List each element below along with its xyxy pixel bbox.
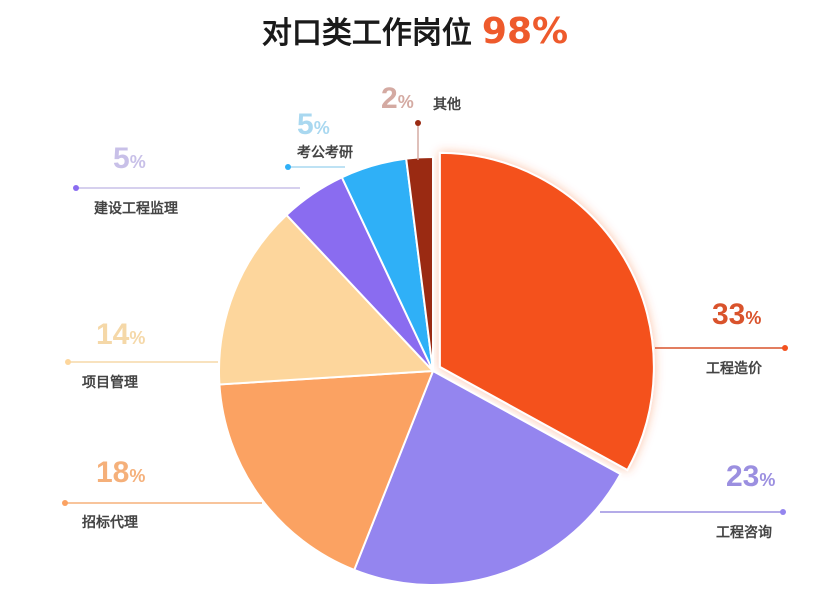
category-label: 考公考研	[297, 145, 353, 161]
title-text: 对口类工作岗位	[261, 16, 472, 51]
chart-title: 对口类工作岗位 98%	[0, 8, 830, 52]
category-label: 建设工程监理	[94, 201, 178, 217]
data-label: 5%	[113, 142, 146, 175]
leader-dot	[73, 185, 79, 191]
leader-dot	[62, 500, 68, 506]
category-label: 其他	[433, 97, 461, 113]
pie-slice	[218, 213, 436, 386]
leader-dot	[782, 345, 788, 351]
data-label: 5%	[297, 108, 330, 141]
data-label: 23%	[726, 460, 776, 493]
title-value: 98%	[481, 11, 569, 52]
data-label: 2%	[381, 82, 414, 115]
category-label: 工程造价	[706, 361, 762, 377]
leader-dot	[65, 359, 71, 365]
data-label: 14%	[96, 318, 146, 351]
category-label: 项目管理	[82, 375, 138, 391]
pie-slice	[352, 369, 622, 586]
leader-dot	[285, 164, 291, 170]
category-label: 招标代理	[82, 515, 138, 531]
category-label: 工程咨询	[716, 525, 772, 541]
pie-slice	[218, 369, 435, 572]
pie-slice	[405, 155, 434, 372]
leader-dot	[780, 509, 786, 515]
leader-dot	[415, 120, 421, 126]
data-label: 18%	[96, 456, 146, 489]
data-label: 33%	[712, 298, 762, 331]
pie-slice	[438, 151, 655, 472]
